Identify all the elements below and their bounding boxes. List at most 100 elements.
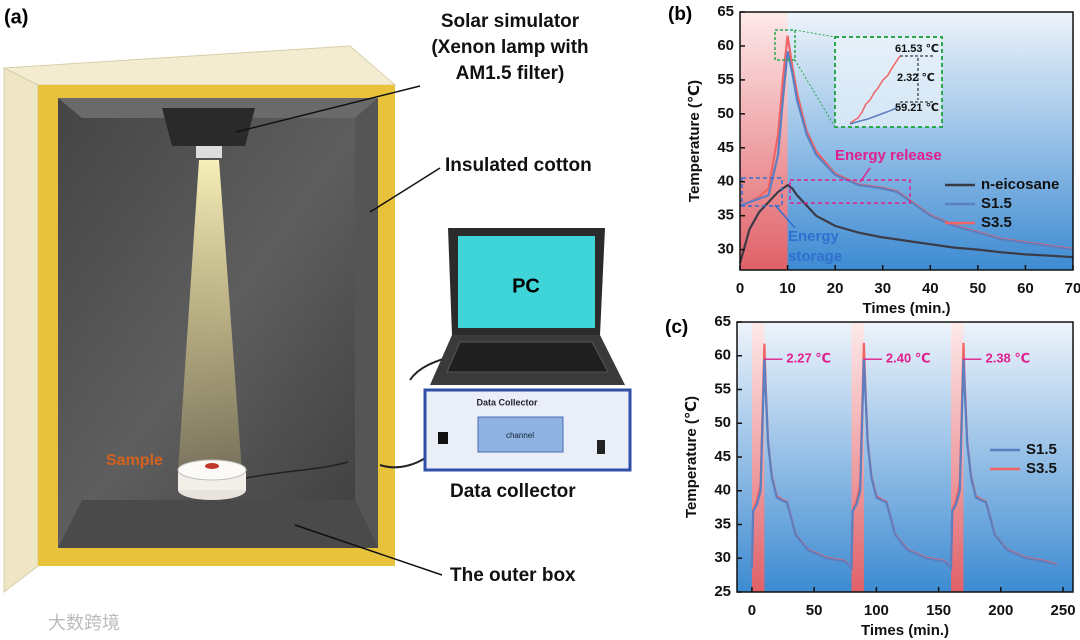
chart: 0 50 100 150 200 250 25 30 35 40 45 50 55 60 65 Times (… bbox=[665, 313, 1076, 639]
laptop-screen bbox=[458, 236, 595, 328]
y-tick-label: 35 bbox=[714, 515, 731, 532]
lamp-label: AM1.5 filter) bbox=[456, 63, 565, 84]
inner-right bbox=[355, 98, 378, 548]
watermark: 大数跨境 bbox=[48, 613, 120, 633]
x-tick-label: 200 bbox=[988, 602, 1013, 619]
x-axis-title: Times (min.) bbox=[862, 300, 950, 317]
legend-label: S3.5 bbox=[981, 214, 1012, 231]
sample-label: Sample bbox=[106, 452, 163, 469]
y-tick-label: 35 bbox=[717, 207, 734, 224]
x-tick-label: 20 bbox=[827, 280, 844, 297]
x-axis-title: Times (min.) bbox=[861, 622, 949, 639]
storage-arrow bbox=[774, 204, 796, 229]
lamp bbox=[162, 108, 255, 146]
sample-top bbox=[177, 459, 247, 481]
device-channel: channel bbox=[506, 431, 534, 440]
device-text: Data Collector bbox=[476, 397, 538, 407]
lamp-label: Solar simulator bbox=[441, 11, 580, 32]
collector-label: Data collector bbox=[450, 481, 576, 502]
collector-port bbox=[438, 432, 448, 444]
annotation: 59.21 ℃ bbox=[895, 102, 939, 114]
inset-line bbox=[849, 105, 901, 125]
series-line bbox=[750, 359, 1058, 572]
wire bbox=[245, 461, 349, 479]
annotation: storage bbox=[788, 248, 842, 265]
series-line bbox=[739, 51, 1074, 251]
y-axis-title: Temperature (℃) bbox=[686, 80, 703, 202]
heating-region bbox=[951, 322, 964, 592]
lamp-nozzle bbox=[196, 146, 222, 158]
box-side bbox=[3, 67, 39, 594]
heating-region bbox=[851, 322, 864, 592]
annotation: 2.40 ℃ bbox=[886, 351, 931, 366]
box-top bbox=[2, 45, 397, 86]
y-tick-label: 50 bbox=[717, 105, 734, 122]
x-tick-label: 30 bbox=[874, 280, 891, 297]
panel-label: (a) bbox=[4, 6, 28, 28]
series-line bbox=[738, 183, 1074, 264]
y-tick-label: 45 bbox=[717, 139, 734, 156]
y-tick-label: 65 bbox=[717, 3, 734, 20]
y-tick-label: 55 bbox=[714, 380, 731, 397]
leader-line bbox=[235, 85, 421, 133]
y-tick-label: 45 bbox=[714, 448, 731, 465]
y-tick-label: 40 bbox=[717, 173, 734, 190]
annotation: 2.27 ℃ bbox=[786, 351, 831, 366]
panel-label: (c) bbox=[665, 317, 688, 338]
sample-spot bbox=[205, 463, 219, 469]
zoom-line bbox=[794, 29, 836, 38]
x-tick-label: 150 bbox=[926, 602, 951, 619]
x-tick-label: 100 bbox=[864, 602, 889, 619]
y-tick-label: 60 bbox=[717, 37, 734, 54]
release-arrow bbox=[859, 167, 871, 183]
x-tick-label: 40 bbox=[922, 280, 939, 297]
storage-box bbox=[741, 177, 783, 207]
legend-label: n-eicosane bbox=[981, 176, 1059, 193]
x-tick-label: 10 bbox=[779, 280, 796, 297]
pc-label: PC bbox=[512, 275, 540, 297]
box-label: The outer box bbox=[450, 565, 576, 586]
lamp-label: (Xenon lamp with bbox=[431, 37, 588, 58]
y-tick-label: 65 bbox=[714, 313, 731, 330]
inset-line bbox=[849, 55, 901, 124]
inner-floor bbox=[58, 500, 378, 548]
x-tick-label: 0 bbox=[748, 602, 756, 619]
annotation: 61.53 ℃ bbox=[895, 43, 939, 55]
y-tick-label: 55 bbox=[717, 71, 734, 88]
y-tick-label: 25 bbox=[714, 583, 731, 600]
release-box bbox=[789, 179, 911, 204]
heating-region bbox=[751, 322, 765, 592]
keyboard bbox=[446, 341, 609, 373]
x-tick-label: 60 bbox=[1017, 280, 1034, 297]
legend-label: S3.5 bbox=[1026, 460, 1057, 477]
collector-switch bbox=[597, 440, 605, 454]
legend-label: S1.5 bbox=[981, 195, 1012, 212]
annotation: 2.32 ℃ bbox=[897, 72, 935, 84]
x-tick-label: 50 bbox=[970, 280, 987, 297]
cotton-label: Insulated cotton bbox=[445, 155, 592, 176]
y-tick-label: 60 bbox=[714, 347, 731, 364]
y-tick-label: 30 bbox=[717, 241, 734, 258]
collector-display bbox=[477, 416, 564, 453]
leader-line bbox=[369, 167, 441, 213]
x-tick-label: 0 bbox=[736, 280, 744, 297]
x-tick-label: 250 bbox=[1051, 602, 1076, 619]
zoom-line bbox=[794, 59, 836, 128]
y-tick-label: 40 bbox=[714, 482, 731, 499]
annotation: 2.38 ℃ bbox=[985, 351, 1030, 366]
x-tick-label: 70 bbox=[1065, 280, 1080, 297]
chart-b-decor bbox=[741, 29, 943, 229]
annotation: Energy release bbox=[835, 147, 942, 164]
light-beam bbox=[178, 160, 242, 472]
panel-label: (b) bbox=[668, 4, 692, 25]
legend-label: S1.5 bbox=[1026, 441, 1057, 458]
leader-line bbox=[294, 524, 443, 576]
x-tick-label: 50 bbox=[806, 602, 823, 619]
zoom-box bbox=[774, 29, 796, 61]
heating-region bbox=[740, 12, 788, 270]
annotation: Energy bbox=[788, 228, 840, 245]
y-axis-title: Temperature (℃) bbox=[683, 396, 700, 518]
y-tick-label: 30 bbox=[714, 549, 731, 566]
illustration: (a) Solar simulator (Xenon lamp with AM1… bbox=[2, 6, 632, 633]
